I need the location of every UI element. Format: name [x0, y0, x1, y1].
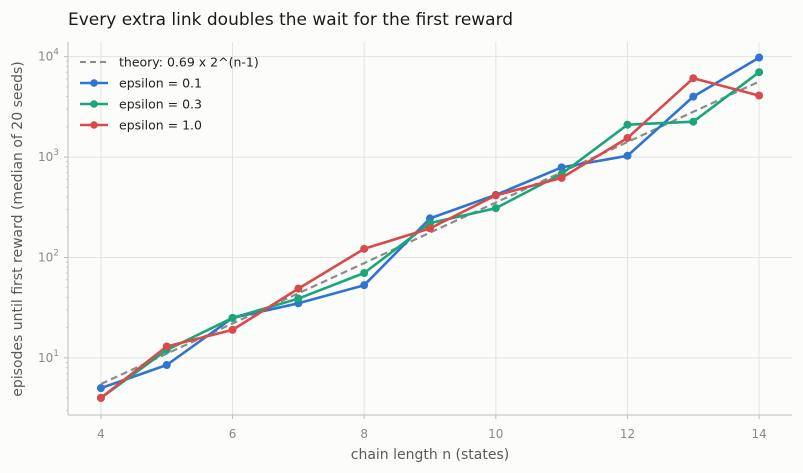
data-point: [623, 133, 632, 142]
x-tick-label: 10: [488, 427, 503, 441]
data-point: [623, 151, 632, 160]
data-point: [294, 284, 303, 293]
data-point: [689, 117, 698, 126]
data-point: [96, 384, 105, 393]
data-point: [491, 191, 500, 200]
legend-label-0: theory: 0.69 x 2^(n-1): [119, 55, 259, 70]
chart-title: Every extra link doubles the wait for th…: [68, 10, 513, 30]
data-point: [96, 393, 105, 402]
y-tick-label: 104: [38, 48, 59, 64]
ticks: 4 6 8 10 12 14 101 102 103 104: [38, 48, 767, 441]
data-point: [557, 173, 566, 182]
data-point: [623, 120, 632, 129]
data-point: [426, 224, 434, 233]
x-tick-label: 8: [360, 427, 368, 441]
legend-marker-2: [90, 100, 98, 108]
data-point: [491, 204, 500, 213]
x-axis-label: chain length n (states): [351, 447, 509, 463]
data-point: [228, 313, 237, 322]
data-point: [557, 163, 566, 172]
y-tick-label: 103: [38, 148, 59, 164]
data-point: [228, 325, 237, 334]
axes: [67, 42, 792, 416]
x-tick-label: 14: [751, 427, 766, 441]
y-axis-label: episodes until first reward (median of 2…: [10, 61, 26, 396]
legend-marker-3: [90, 121, 98, 129]
x-tick-label: 6: [229, 427, 237, 441]
data-point: [689, 74, 698, 83]
data-point: [162, 360, 171, 369]
data-point: [755, 91, 764, 100]
legend-label-2: epsilon = 0.3: [119, 97, 202, 112]
y-tick-label: 101: [38, 349, 59, 365]
data-point: [755, 68, 764, 77]
x-tick-label: 12: [620, 427, 635, 441]
legend-marker-1: [90, 79, 98, 87]
y-tick-label: 102: [38, 248, 59, 264]
series-points: [96, 53, 764, 402]
data-point: [689, 92, 698, 101]
data-point: [755, 53, 764, 62]
data-point: [360, 281, 369, 290]
data-point: [360, 244, 369, 253]
legend-label-3: epsilon = 1.0: [119, 118, 202, 133]
data-point: [162, 342, 171, 351]
grid: [68, 42, 792, 415]
legend: theory: 0.69 x 2^(n-1) epsilon = 0.1 epsil…: [80, 55, 259, 133]
legend-label-1: epsilon = 0.1: [119, 76, 202, 91]
x-tick-label: 4: [97, 427, 105, 441]
data-point: [294, 294, 303, 303]
data-point: [360, 269, 369, 278]
